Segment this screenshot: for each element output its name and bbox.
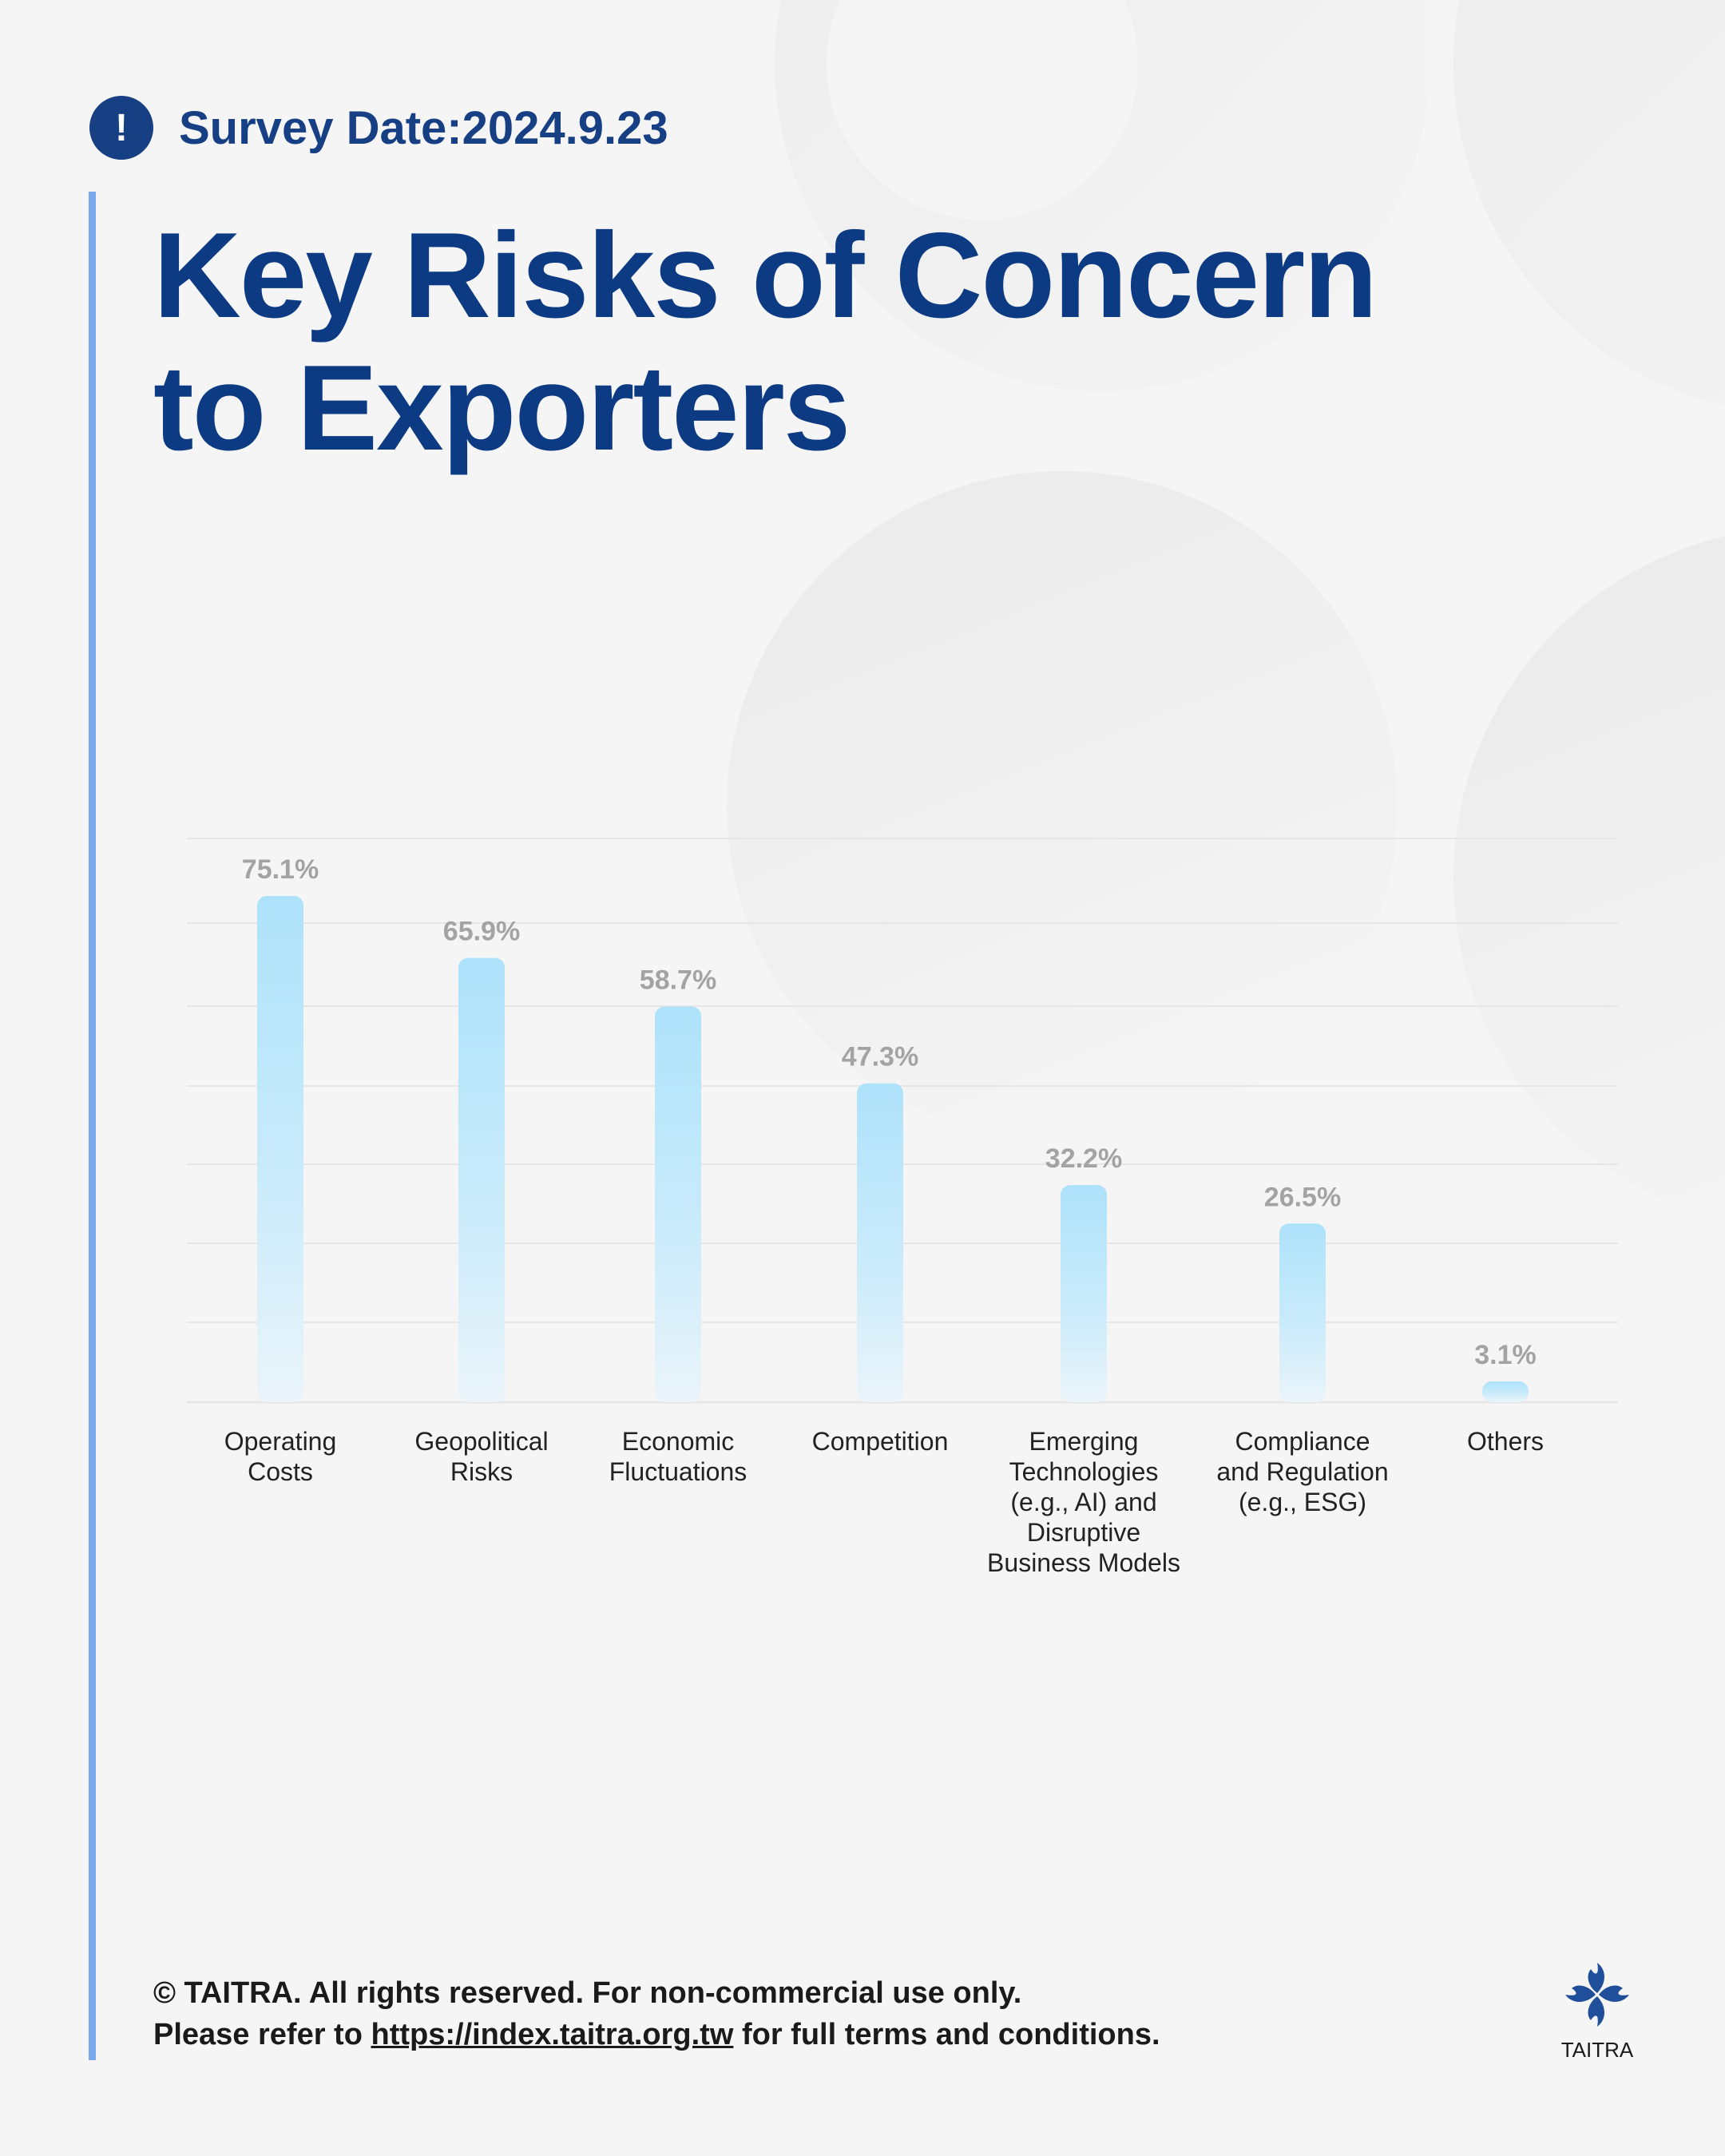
value-label: 75.1%	[242, 854, 319, 885]
copyright-text: © TAITRA. All rights reserved. For non-c…	[153, 1976, 1022, 2010]
category-label-line: Geopolitical	[414, 1427, 549, 1456]
bar	[857, 1083, 903, 1402]
title-line-1: Key Risks of Concern	[153, 208, 1378, 343]
bar	[257, 896, 303, 1402]
survey-date-row: ! Survey Date:2024.9.23	[89, 96, 668, 160]
footer: © TAITRA. All rights reserved. For non-c…	[153, 1972, 1160, 2055]
terms-suffix: for full terms and conditions.	[733, 2018, 1160, 2051]
category-label-line: Compliance	[1235, 1427, 1370, 1456]
category-label: Competition	[768, 1426, 992, 1456]
category-label-line: Business Models	[987, 1548, 1180, 1577]
category-label-line: Disruptive	[1026, 1518, 1141, 1547]
bar	[1482, 1381, 1529, 1402]
value-label: 32.2%	[1045, 1143, 1122, 1174]
value-labels: 75.1% 65.9% 58.7% 47.3% 32.2% 26.5% 3.1%	[242, 854, 1537, 1370]
category-label-line: Emerging	[1029, 1427, 1139, 1456]
category-label-line: Risks	[450, 1457, 514, 1486]
category-label-line: Economic	[621, 1427, 735, 1456]
terms-text: Please refer to https://index.taitra.org…	[153, 2014, 1160, 2055]
title-line-2: to Exporters	[153, 340, 851, 476]
category-label: Compliance and Regulation (e.g., ESG)	[1191, 1426, 1414, 1517]
category-label-line: Technologies	[1009, 1457, 1159, 1486]
category-label-line: (e.g., AI) and	[1010, 1488, 1157, 1516]
category-label-line: Operating	[224, 1427, 337, 1456]
category-label-line: and Regulation	[1216, 1457, 1389, 1486]
category-label: Geopolitical Risks	[370, 1426, 593, 1487]
category-label-line: (e.g., ESG)	[1238, 1488, 1367, 1516]
category-label-line: Fluctuations	[609, 1457, 748, 1486]
page-title: Key Risks of Concern to Exporters	[153, 209, 1639, 474]
category-label: Operating Costs	[169, 1426, 392, 1487]
bars	[257, 896, 1529, 1402]
taitra-logo: TAITRA	[1561, 1963, 1634, 2062]
category-label: Others	[1394, 1426, 1617, 1456]
terms-prefix: Please refer to	[153, 2018, 371, 2051]
value-label: 26.5%	[1264, 1182, 1341, 1212]
taitra-logo-mark	[1565, 1963, 1629, 2027]
bar	[1061, 1185, 1107, 1402]
terms-link[interactable]: https://index.taitra.org.tw	[371, 2018, 734, 2051]
category-label-line: Competition	[811, 1427, 949, 1456]
bar	[458, 957, 505, 1402]
value-label: 3.1%	[1474, 1340, 1537, 1370]
value-label: 65.9%	[443, 917, 520, 947]
category-label-line: Costs	[248, 1457, 313, 1486]
survey-date: Survey Date:2024.9.23	[179, 101, 668, 154]
accent-line	[89, 192, 96, 2060]
value-label: 47.3%	[842, 1042, 918, 1072]
value-label: 58.7%	[640, 965, 716, 995]
bar	[655, 1006, 701, 1402]
bar	[1279, 1223, 1326, 1402]
logo-text: TAITRA	[1561, 2038, 1634, 2062]
alert-icon: !	[89, 96, 153, 160]
category-label-line: Others	[1466, 1427, 1545, 1456]
category-label: Emerging Technologies (e.g., AI) and Disrup…	[972, 1426, 1196, 1578]
category-label: Economic Fluctuations	[566, 1426, 790, 1487]
